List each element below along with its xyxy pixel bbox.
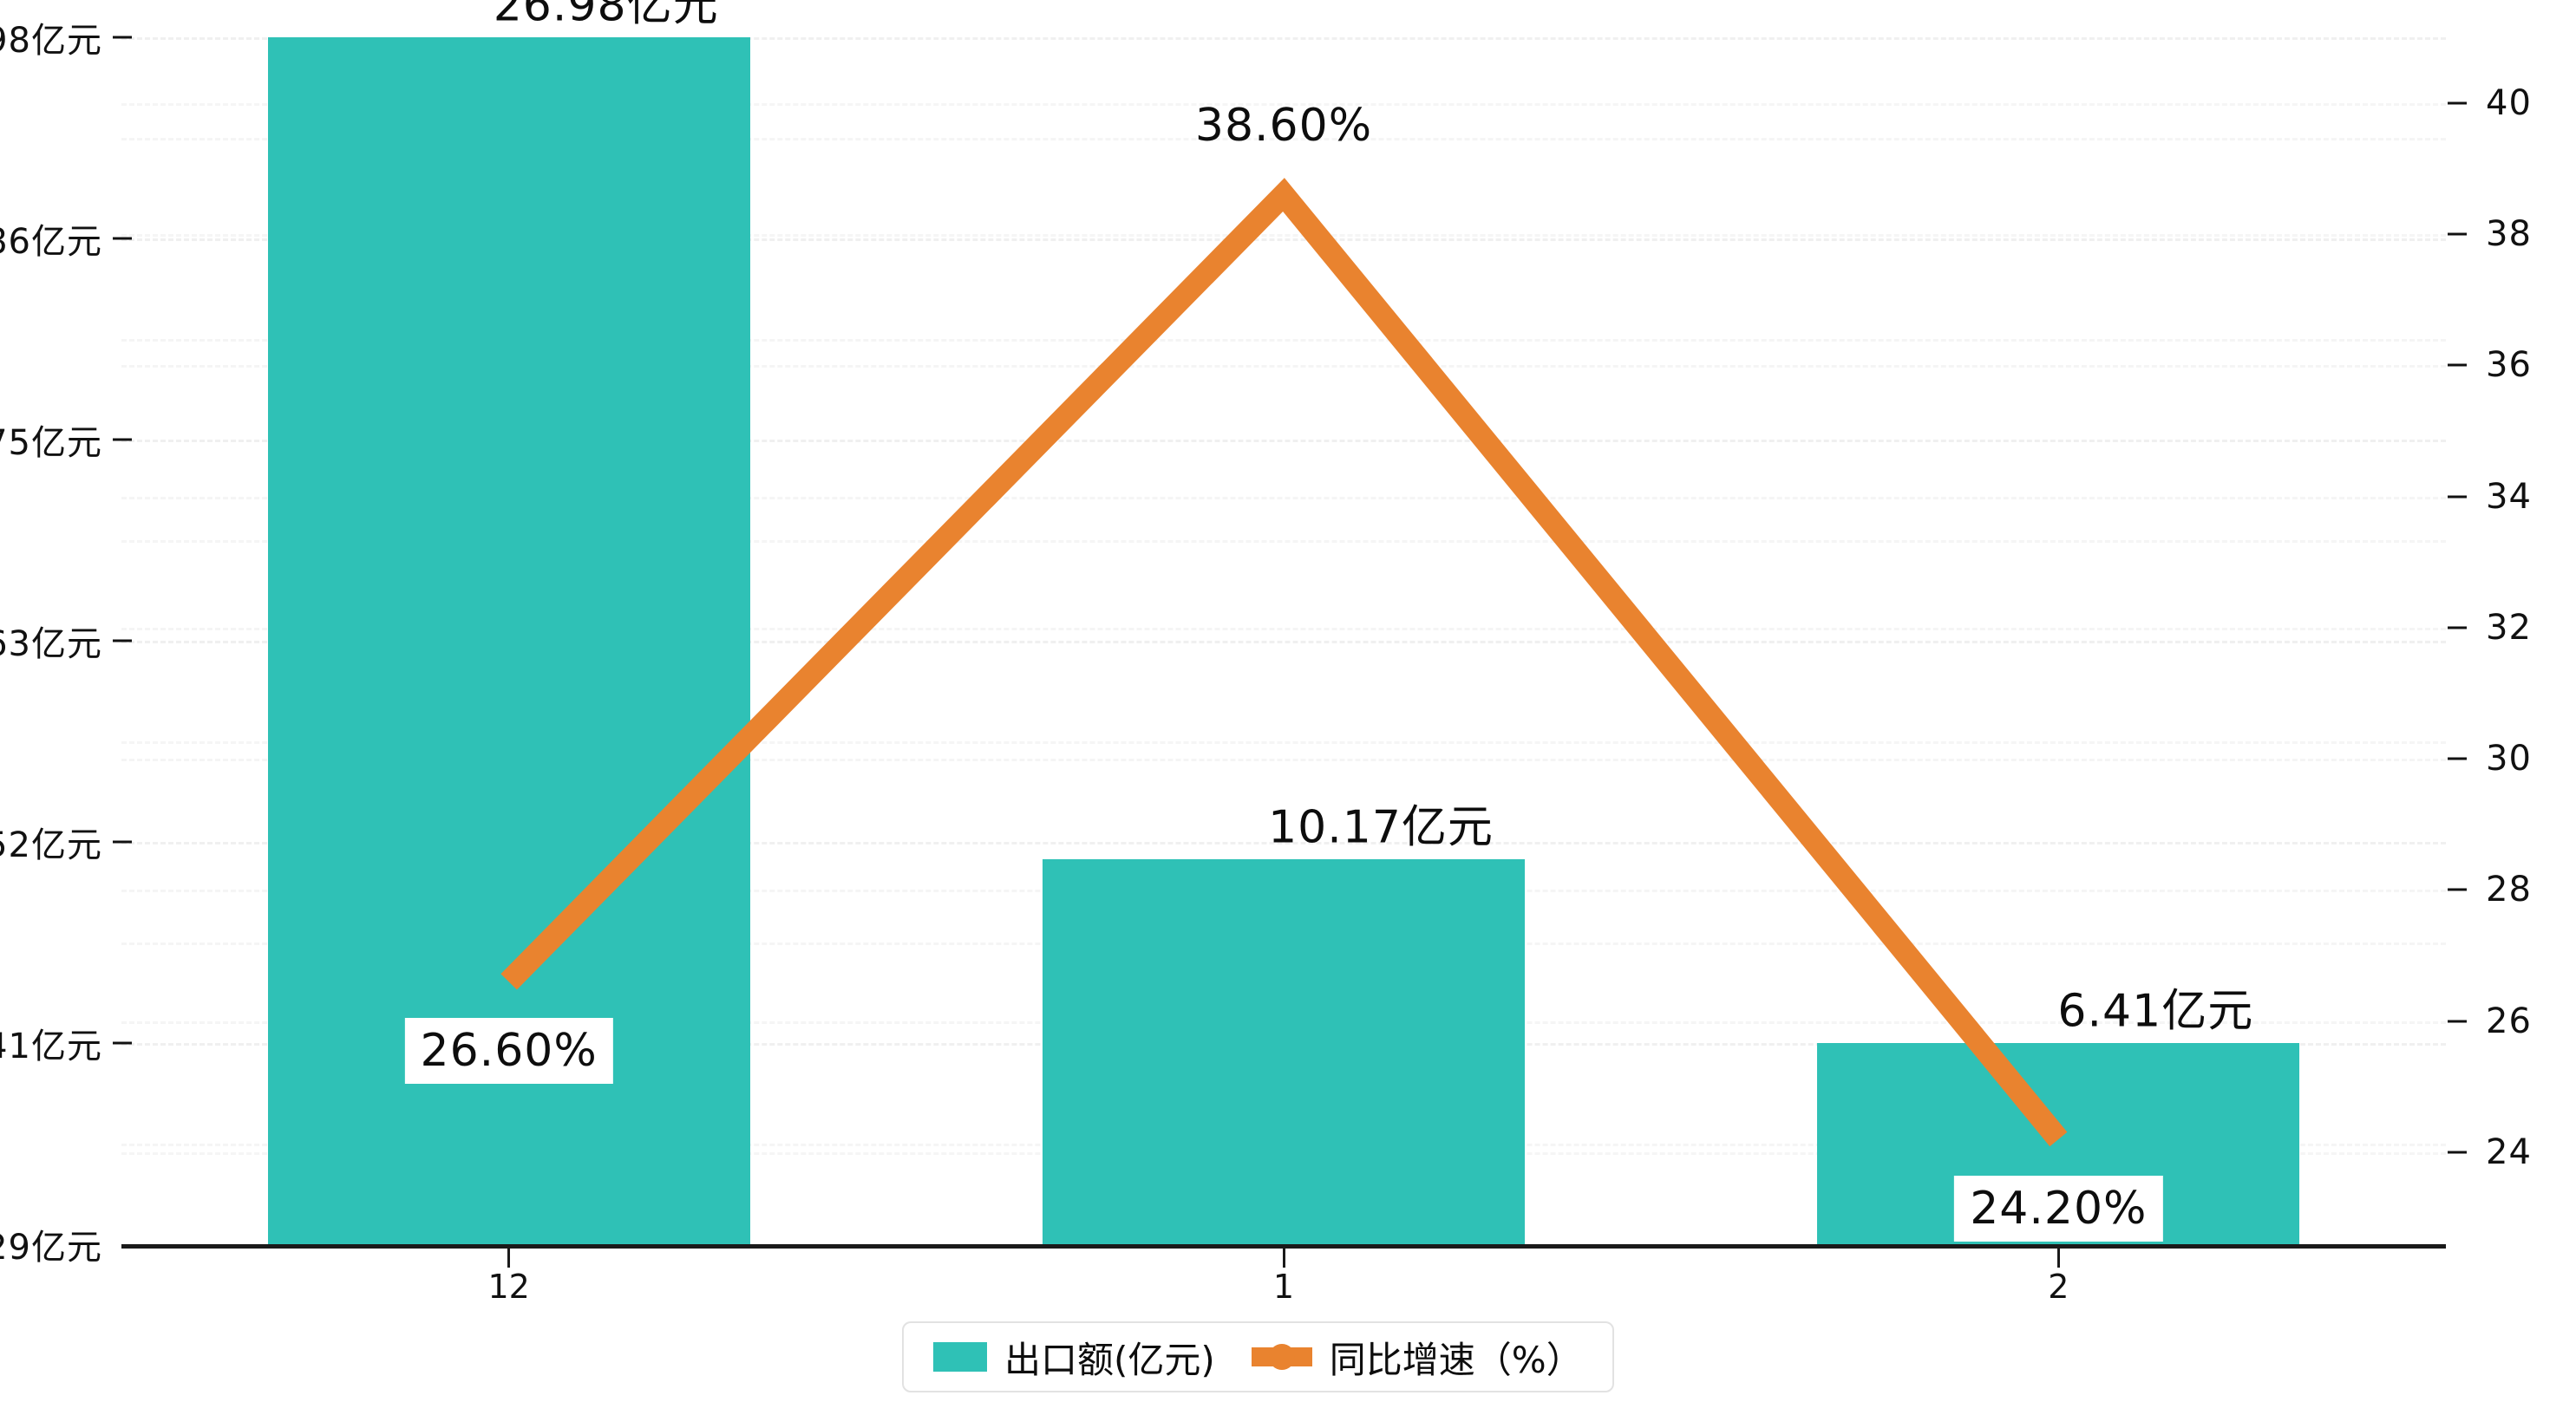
- x-axis-tick-label: 2: [2048, 1268, 2069, 1306]
- x-axis-line: [121, 1244, 2446, 1249]
- left-axis-tick-label: 22.86亿元: [0, 222, 102, 263]
- x-axis-tick-label: 12: [487, 1268, 530, 1306]
- x-axis-tick-mark: [2056, 1249, 2060, 1268]
- left-axis-tick-mark: [113, 639, 132, 642]
- gridline-minor: [121, 102, 2446, 106]
- bar-data-label: 6.41亿元: [2057, 985, 2254, 1038]
- legend-item-line[interactable]: 同比增速（%）: [1251, 1331, 1583, 1384]
- left-axis-tick-label: 10.52亿元: [0, 825, 102, 865]
- bar[interactable]: [1043, 858, 1525, 1244]
- right-axis-tick-label: 36: [2486, 345, 2532, 386]
- right-axis-tick-label: 28: [2486, 870, 2532, 910]
- legend-bar-swatch-icon: [933, 1342, 987, 1372]
- left-axis-tick-mark: [113, 36, 132, 39]
- right-axis-tick-mark: [2448, 888, 2467, 891]
- left-axis-tick-mark: [113, 1041, 132, 1045]
- bar-data-label: 26.98亿元: [493, 0, 719, 32]
- right-axis-tick-mark: [2448, 757, 2467, 760]
- right-axis-tick-mark: [2448, 626, 2467, 629]
- right-axis-tick-mark: [2448, 101, 2467, 105]
- left-axis-tick-mark: [113, 438, 132, 441]
- left-axis-tick-label: 6.41亿元: [0, 1026, 102, 1066]
- legend-label-line: 同比增速（%）: [1329, 1338, 1583, 1381]
- right-axis-tick-label: 34: [2486, 476, 2532, 517]
- right-axis-tick-label: 38: [2486, 213, 2532, 254]
- left-axis-tick-mark: [113, 840, 132, 844]
- x-axis-tick-mark: [507, 1249, 511, 1268]
- line-data-label: 24.20%: [1954, 1175, 2163, 1242]
- right-axis-tick-label: 40: [2486, 82, 2532, 123]
- line-data-label: 26.60%: [404, 1018, 613, 1085]
- legend-line-swatch-icon: [1251, 1344, 1312, 1370]
- left-axis-tick-mark: [113, 237, 132, 240]
- right-axis-tick-mark: [2448, 1151, 2467, 1154]
- right-axis-tick-mark: [2448, 495, 2467, 499]
- right-axis-tick-label: 26: [2486, 1001, 2532, 1041]
- right-axis-tick-mark: [2448, 363, 2467, 367]
- chart-legend[interactable]: 出口额(亿元) 同比增速（%）: [902, 1321, 1614, 1392]
- left-axis-tick-label: 18.75亿元: [0, 423, 102, 463]
- x-axis-tick-mark: [1282, 1249, 1285, 1268]
- legend-item-bar[interactable]: 出口额(亿元): [933, 1331, 1215, 1384]
- bar-data-label: 10.17亿元: [1268, 801, 1494, 854]
- x-axis-tick-label: 1: [1272, 1268, 1295, 1306]
- left-axis-tick-label: 26.98亿元: [0, 21, 102, 61]
- line-data-label: 38.60%: [1194, 99, 1373, 152]
- gridline: [121, 37, 2446, 40]
- gridline-minor: [121, 138, 2446, 141]
- right-axis-tick-label: 32: [2486, 607, 2532, 648]
- right-axis-tick-label: 30: [2486, 739, 2532, 779]
- right-axis-tick-mark: [2448, 1020, 2467, 1023]
- right-axis-tick-label: 24: [2486, 1132, 2532, 1173]
- left-axis-tick-label: 14.63亿元: [0, 624, 102, 665]
- left-axis-tick-label: 2.29亿元: [0, 1228, 102, 1268]
- legend-label-bar: 出口额(亿元): [1004, 1338, 1215, 1381]
- right-axis-tick-mark: [2448, 232, 2467, 236]
